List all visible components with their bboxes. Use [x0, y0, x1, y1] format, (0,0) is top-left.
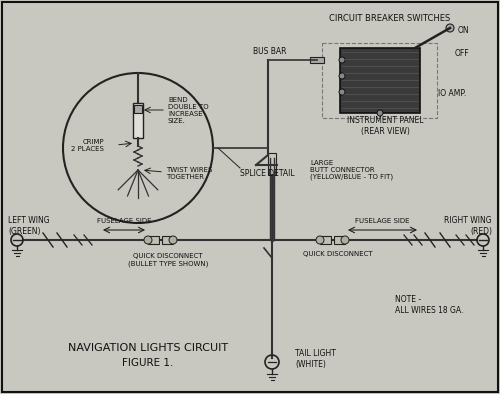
Text: QUICK DISCONNECT
(BULLET TYPE SHOWN): QUICK DISCONNECT (BULLET TYPE SHOWN)	[128, 253, 208, 267]
Circle shape	[169, 236, 177, 244]
Circle shape	[446, 24, 454, 32]
Text: BEND
DOUBLE TO
INCREASE
SIZE.: BEND DOUBLE TO INCREASE SIZE.	[168, 97, 208, 123]
Circle shape	[339, 73, 345, 79]
Circle shape	[316, 236, 324, 244]
Circle shape	[144, 236, 152, 244]
Text: BUS BAR: BUS BAR	[254, 46, 287, 56]
Bar	[162, 236, 173, 244]
Text: FIGURE 1.: FIGURE 1.	[122, 358, 174, 368]
Text: IO AMP.: IO AMP.	[438, 89, 466, 97]
Text: FUSELAGE SIDE: FUSELAGE SIDE	[355, 218, 409, 224]
Bar	[322, 43, 437, 118]
Bar	[340, 48, 420, 113]
Circle shape	[341, 236, 349, 244]
Text: TWIST WIRES
TOGETHER: TWIST WIRES TOGETHER	[166, 167, 212, 180]
Text: SPLICE DETAIL: SPLICE DETAIL	[240, 169, 294, 178]
Circle shape	[339, 57, 345, 63]
Text: ON: ON	[458, 26, 469, 35]
Text: LEFT WING
(GREEN): LEFT WING (GREEN)	[8, 216, 50, 236]
Circle shape	[63, 73, 213, 223]
Bar	[310, 57, 324, 63]
Circle shape	[339, 89, 345, 95]
Bar	[320, 236, 331, 244]
Bar	[133, 103, 143, 138]
Text: NOTE -
ALL WIRES 18 GA.: NOTE - ALL WIRES 18 GA.	[395, 295, 464, 315]
Text: CRIMP
2 PLACES: CRIMP 2 PLACES	[71, 139, 104, 152]
Text: LARGE
BUTT CONNECTOR
(YELLOW/BLUE - TO FIT): LARGE BUTT CONNECTOR (YELLOW/BLUE - TO F…	[310, 160, 393, 180]
Bar	[334, 236, 345, 244]
Text: RIGHT WING
(RED): RIGHT WING (RED)	[444, 216, 492, 236]
Text: NAVIGATION LIGHTS CIRCUIT: NAVIGATION LIGHTS CIRCUIT	[68, 343, 228, 353]
Bar	[268, 153, 276, 175]
Text: OFF: OFF	[455, 48, 469, 58]
Circle shape	[377, 110, 383, 116]
Text: INSTRUMENT PANEL
(REAR VIEW): INSTRUMENT PANEL (REAR VIEW)	[347, 116, 423, 136]
Bar	[148, 236, 159, 244]
Text: CIRCUIT BREAKER SWITCHES: CIRCUIT BREAKER SWITCHES	[330, 13, 450, 22]
Text: TAIL LIGHT
(WHITE): TAIL LIGHT (WHITE)	[295, 349, 336, 369]
Text: QUICK DISCONNECT: QUICK DISCONNECT	[303, 251, 373, 257]
Bar	[134, 105, 142, 113]
Text: FUSELAGE SIDE: FUSELAGE SIDE	[97, 218, 151, 224]
